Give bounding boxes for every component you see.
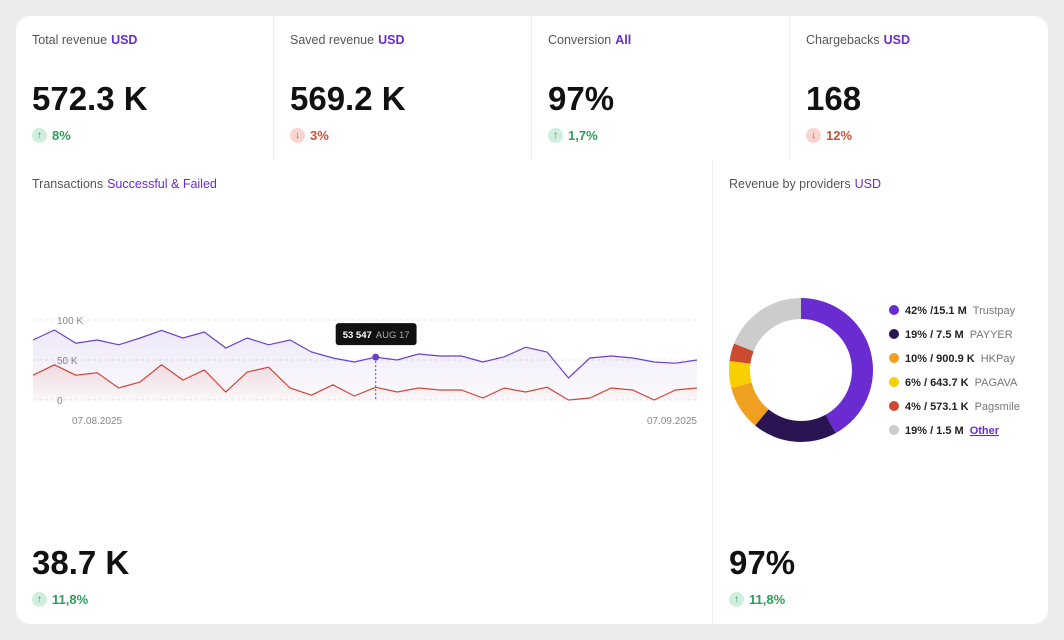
kpi-title: Saved revenue xyxy=(290,33,375,47)
legend-swatch xyxy=(889,377,899,387)
legend-value: 10% / 900.9 K xyxy=(905,353,975,365)
tooltip-box xyxy=(335,323,417,346)
kpi-card: Chargebacks USD 168 ↓ 12% xyxy=(790,16,1048,160)
change-text: 3% xyxy=(310,128,329,143)
trend-icon: ↑ xyxy=(32,592,47,607)
x-tick-label: 07.08.2025 xyxy=(72,416,122,427)
kpi-value: 569.2 K xyxy=(290,80,406,117)
kpi-unit: All xyxy=(615,33,632,47)
y-tick-label: 100 K xyxy=(57,316,83,327)
legend-value: 19% / 1.5 M xyxy=(905,425,964,437)
legend-name: PAYYER xyxy=(970,329,1013,341)
tooltip-value: 53 547 xyxy=(343,330,372,341)
providers-summary: 97% ↑ 11,8% xyxy=(713,528,1013,624)
donut-slice xyxy=(801,298,873,434)
kpi-card: Total revenue USD 572.3 K ↑ 8% xyxy=(16,16,274,160)
kpi-unit: USD xyxy=(378,33,405,47)
change-text: 11,8% xyxy=(749,592,786,607)
trend-icon: ↑ xyxy=(548,128,563,143)
summary-value: 97% xyxy=(729,544,796,581)
legend-value: 42% /15.1 M xyxy=(905,305,967,317)
donut-slice xyxy=(729,360,752,388)
legend-name: PAGAVA xyxy=(975,377,1018,389)
legend-name: HKPay xyxy=(981,353,1016,365)
divider xyxy=(712,160,713,624)
legend-name: Pagsmile xyxy=(975,401,1020,413)
tooltip-date: AUG 17 xyxy=(376,330,410,341)
kpi-card: Saved revenue USD 569.2 K ↓ 3% xyxy=(274,16,532,160)
legend-swatch xyxy=(889,401,899,411)
hover-point xyxy=(372,353,380,361)
donut-slice xyxy=(734,298,801,352)
legend-value: 4% / 573.1 K xyxy=(905,401,969,413)
kpi-label: Conversion All xyxy=(548,33,631,47)
trend-icon: ↓ xyxy=(290,128,305,143)
kpi-value: 168 xyxy=(806,80,862,117)
kpi-unit: USD xyxy=(111,33,138,47)
trend-icon: ↑ xyxy=(729,592,744,607)
kpi-change: ↓ 12% xyxy=(806,128,852,143)
donut-slice xyxy=(731,382,769,426)
legend-swatch xyxy=(889,329,899,339)
legend-value: 19% / 7.5 M xyxy=(905,329,964,341)
panel-subtitle: Successful & Failed xyxy=(107,177,217,191)
kpi-change: ↑ 1,7% xyxy=(548,128,598,143)
series-line xyxy=(32,364,698,401)
change-text: 11,8% xyxy=(52,592,89,607)
panel-title: Transactions xyxy=(32,177,104,191)
change-text: 1,7% xyxy=(568,128,598,143)
kpi-label: Total revenue USD xyxy=(32,33,137,47)
kpi-value: 572.3 K xyxy=(32,80,148,117)
summary-value: 38.7 K xyxy=(32,544,130,581)
kpi-card: Conversion All 97% ↑ 1,7% xyxy=(532,16,790,160)
legend-name[interactable]: Other xyxy=(970,425,1000,437)
x-tick-label: 07.09.2025 xyxy=(647,416,697,427)
kpi-label: Saved revenue USD xyxy=(290,33,405,47)
legend-value: 6% / 643.7 K xyxy=(905,377,969,389)
change-text: 8% xyxy=(52,128,71,143)
summary-change: ↑ 11,8% xyxy=(729,592,785,607)
legend-name: Trustpay xyxy=(973,305,1016,317)
legend-swatch xyxy=(889,305,899,315)
change-text: 12% xyxy=(826,128,853,143)
trend-icon: ↑ xyxy=(32,128,47,143)
kpi-title: Total revenue xyxy=(32,33,108,47)
donut-slice xyxy=(729,343,754,364)
kpi-change: ↑ 8% xyxy=(32,128,71,143)
series-line xyxy=(32,329,698,379)
tooltip: 53 547 AUG 17 xyxy=(335,323,417,346)
legend-swatch xyxy=(889,353,899,363)
transactions-header: Transactions Successful & Failed xyxy=(32,177,217,191)
kpi-change: ↓ 3% xyxy=(290,128,329,143)
kpi-title: Conversion xyxy=(548,33,612,47)
donut-slice xyxy=(755,409,836,442)
panel-subtitle: USD xyxy=(854,177,882,191)
kpi-unit: USD xyxy=(883,33,911,47)
panel-title: Revenue by providers xyxy=(729,177,851,191)
legend-swatch xyxy=(889,425,899,435)
kpi-title: Chargebacks xyxy=(806,33,880,47)
kpi-value: 97% xyxy=(548,80,615,117)
providers-header: Revenue by providers USD xyxy=(729,177,881,191)
y-tick-label: 0 xyxy=(57,396,63,407)
summary-change: ↑ 11,8% xyxy=(32,592,88,607)
trend-icon: ↓ xyxy=(806,128,821,143)
transactions-summary: 38.7 K ↑ 11,8% xyxy=(16,528,316,624)
kpi-label: Chargebacks USD xyxy=(806,33,910,47)
